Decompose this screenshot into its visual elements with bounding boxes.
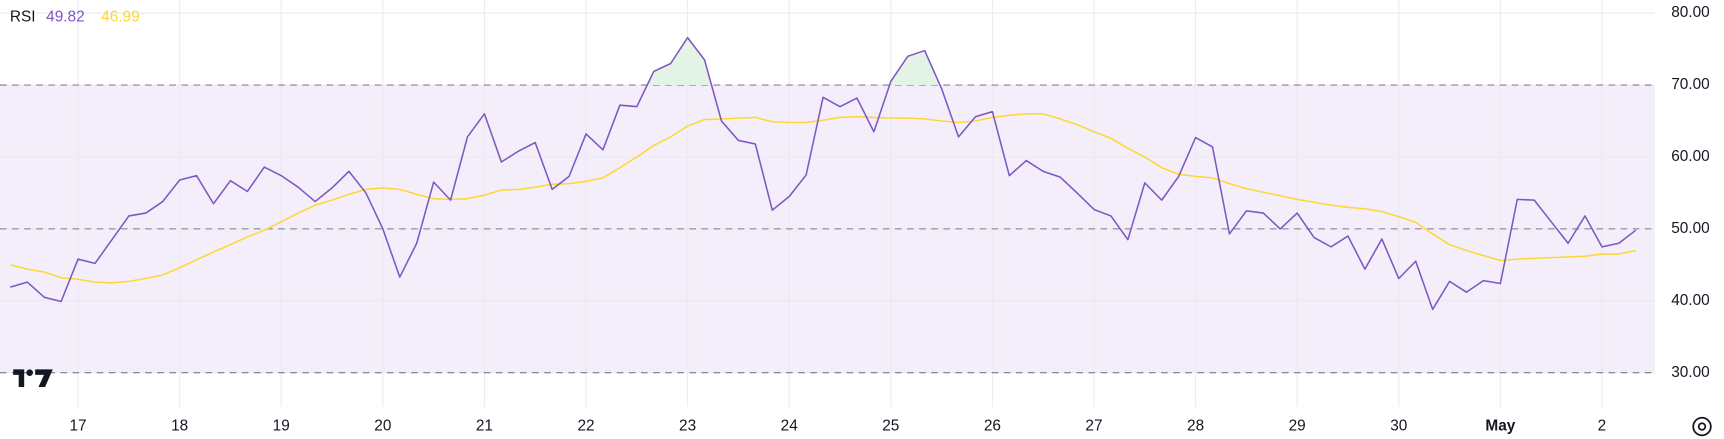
y-tick-label: 40.00: [1671, 292, 1709, 309]
series-line: [10, 113, 1636, 284]
x-tick-label: 17: [70, 418, 87, 435]
series-line: [10, 36, 1637, 311]
y-tick-label: 80.00: [1671, 4, 1709, 21]
marks-layer: [10, 36, 1637, 311]
x-tick-label: May: [1485, 418, 1515, 435]
header-value: 46.99: [101, 9, 139, 26]
x-tick-label: 19: [273, 418, 290, 435]
x-tick-label: 23: [679, 418, 696, 435]
y-tick-label: 70.00: [1671, 76, 1709, 93]
x-tick-label: 18: [171, 418, 188, 435]
indicator-name: RSI: [10, 9, 36, 26]
x-tick-label: 20: [374, 418, 391, 435]
x-tick-label: 27: [1085, 418, 1102, 435]
text-layer: RSI 49.82 46.99 30.00 40.00 50.00 60.00 70.0…: [10, 4, 1710, 434]
x-tick-label: 26: [984, 418, 1001, 435]
settings-icon[interactable]: [1692, 416, 1712, 437]
y-tick-label: 60.00: [1671, 148, 1709, 165]
header-value: 49.82: [46, 9, 84, 26]
x-tick-label: 28: [1187, 418, 1204, 435]
x-tick-label: 30: [1390, 418, 1407, 435]
y-tick-label: 50.00: [1671, 220, 1709, 237]
background-layer: [0, 0, 1655, 407]
tradingview-logo: [13, 369, 53, 387]
x-tick-label: 25: [882, 418, 899, 435]
x-tick-label: 24: [781, 418, 799, 435]
x-tick-label: 29: [1289, 418, 1306, 435]
y-tick-label: 30.00: [1671, 364, 1709, 381]
x-tick-label: 22: [577, 418, 594, 435]
x-tick-label: 2: [1598, 418, 1607, 435]
x-tick-label: 21: [476, 418, 493, 435]
